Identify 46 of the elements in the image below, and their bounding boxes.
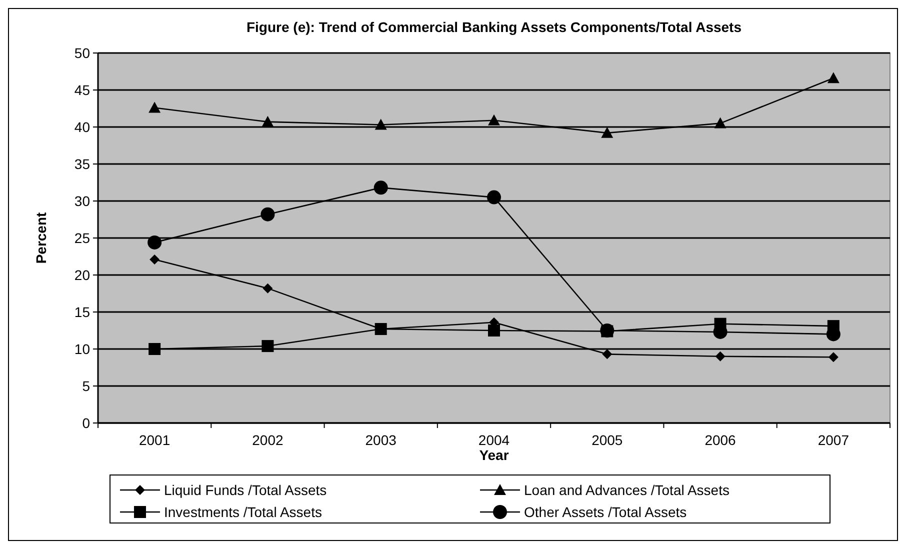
y-tick-label: 30 (74, 192, 90, 209)
point (150, 254, 160, 264)
point (488, 324, 500, 336)
point (714, 117, 726, 128)
point (487, 190, 501, 204)
y-tick-label: 45 (74, 82, 90, 98)
y-tick-label: 20 (74, 266, 90, 283)
point (602, 349, 612, 360)
point (827, 320, 840, 332)
point (148, 102, 161, 113)
x-tick-label: 2006 (704, 432, 736, 448)
legend-label: Liquid Funds /Total Assets (164, 482, 327, 498)
point (827, 72, 840, 84)
point (262, 340, 274, 352)
y-tick-label: 0 (82, 414, 90, 431)
x-tick-label: 2001 (138, 432, 170, 448)
y-tick-label: 50 (74, 44, 90, 61)
y-tick-label: 40 (74, 118, 90, 135)
y-tick-label: 10 (74, 340, 90, 357)
y-tick-label: 15 (74, 304, 90, 320)
x-tick-label: 2003 (365, 432, 397, 448)
y-tick-label: 25 (74, 230, 90, 246)
point (714, 318, 726, 330)
x-tick-label: 2002 (252, 432, 284, 448)
point (488, 114, 500, 126)
x-axis-title: Year (479, 447, 510, 463)
legend-label: Investments /Total Assets (164, 504, 322, 520)
point (374, 118, 387, 130)
point (601, 126, 614, 138)
x-tick-label: 2007 (818, 432, 850, 448)
point (262, 283, 273, 294)
point (148, 235, 162, 250)
point (715, 351, 726, 362)
point (828, 352, 838, 362)
x-tick-label: 2004 (478, 432, 510, 448)
legend-label: Other Assets /Total Assets (524, 504, 687, 520)
y-tick-label: 5 (82, 378, 90, 394)
y-tick-label: 35 (74, 156, 90, 172)
point (374, 180, 388, 195)
point (148, 343, 161, 355)
legend-label: Loan and Advances /Total Assets (524, 482, 730, 498)
chart-title: Figure (e): Trend of Commercial Banking Assets Components/Total Assets (246, 19, 742, 35)
x-tick-label: 2005 (592, 432, 623, 448)
point (260, 207, 275, 222)
point (262, 116, 274, 127)
y-axis-title: Percent (33, 212, 49, 264)
